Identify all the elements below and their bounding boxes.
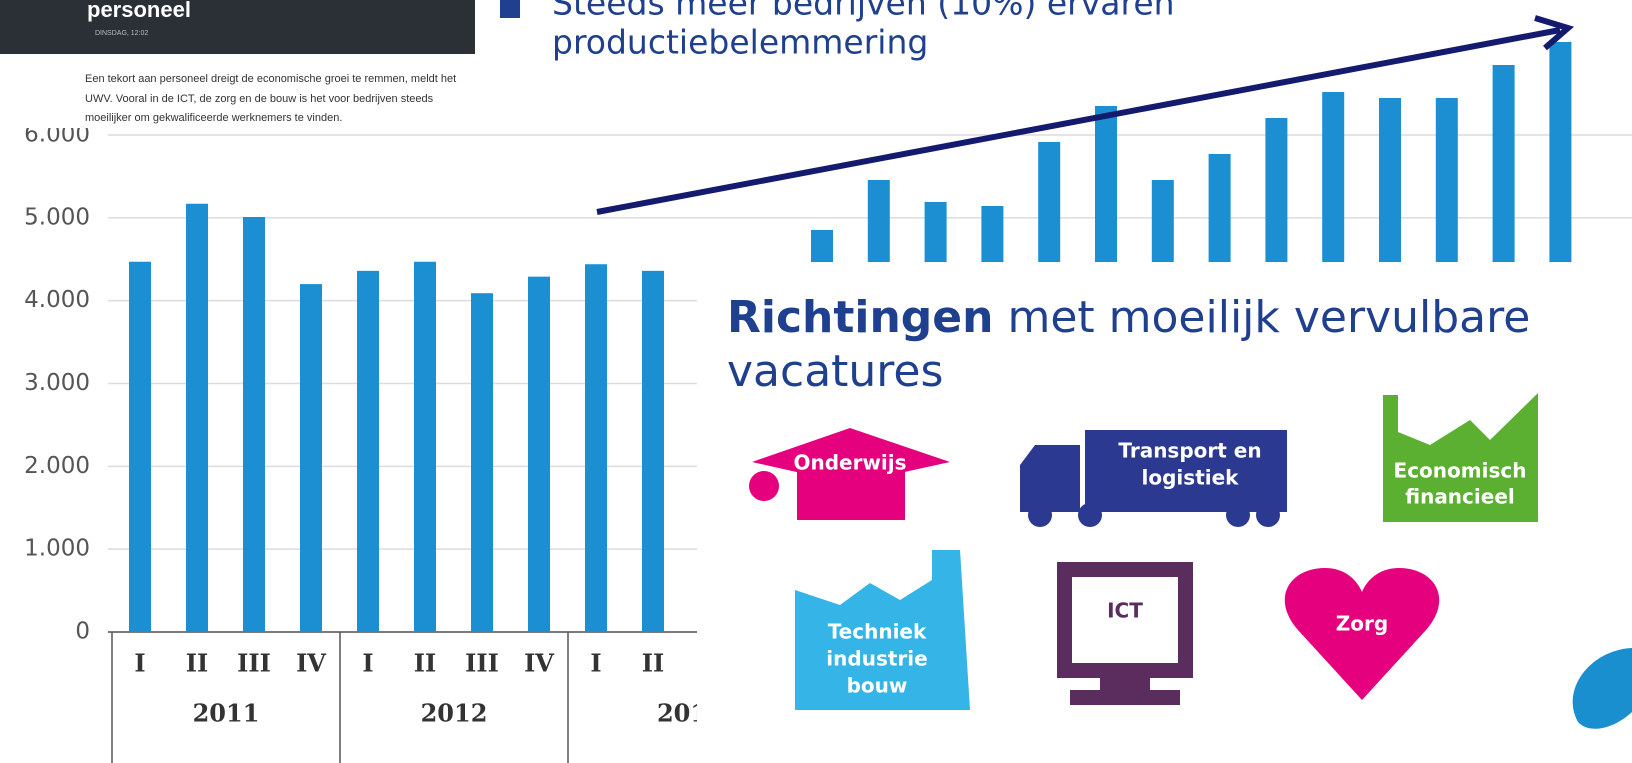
y-tick-label: 5.000 xyxy=(24,204,90,230)
article-text: Een tekort aan personeel dreigt de econo… xyxy=(85,73,456,85)
icon-label: Transport en xyxy=(1118,439,1261,463)
wheel xyxy=(1226,503,1250,527)
group-label: 2012 xyxy=(421,699,488,728)
bar xyxy=(868,180,890,262)
icon-label: Onderwijs xyxy=(793,451,906,475)
icon-label: Zorg xyxy=(1336,612,1388,636)
bar xyxy=(1265,118,1287,262)
x-tick-label: II xyxy=(186,649,208,678)
bar xyxy=(1322,92,1344,262)
bar xyxy=(1493,65,1515,262)
cap-base xyxy=(797,468,905,520)
collage: 01.0002.0003.0004.0005.0006.000IIIIIIIVI… xyxy=(0,0,1632,763)
x-tick-label: I xyxy=(134,649,145,678)
article-text: UWV. Vooral in de ICT, de zorg en de bou… xyxy=(85,93,434,105)
icon-label: industrie xyxy=(826,647,927,671)
icon-label: logistiek xyxy=(1142,466,1240,490)
x-tick-label: II xyxy=(642,649,664,678)
title-bold: Richtingen xyxy=(727,292,993,343)
infographic-title: Richtingen met moeilijk vervulbare xyxy=(727,292,1530,343)
slide-bullet: productiebelemmering xyxy=(552,23,928,62)
bar xyxy=(585,264,607,632)
article-photo xyxy=(0,0,475,54)
bar xyxy=(129,262,151,632)
bar xyxy=(981,206,1003,262)
y-tick-label: 4.000 xyxy=(24,287,90,313)
wheel xyxy=(1078,503,1102,527)
bar xyxy=(186,204,208,632)
wheel xyxy=(1256,503,1280,527)
bar xyxy=(471,293,493,632)
x-tick-label: I xyxy=(590,649,601,678)
tassel xyxy=(749,471,779,501)
x-tick-label: IV xyxy=(296,649,326,678)
slide-bullet: Steeds meer bedrijven (10%) ervaren xyxy=(552,0,1175,23)
article-dateline: DINSDAG, 12:02 xyxy=(95,30,148,37)
x-tick-label: III xyxy=(465,649,499,678)
icon-label: Techniek xyxy=(828,620,927,644)
stand xyxy=(1100,678,1150,690)
infographic-title: vacatures xyxy=(727,346,943,397)
bar xyxy=(243,217,265,632)
bar xyxy=(642,271,664,632)
x-tick-label: II xyxy=(414,649,436,678)
bar xyxy=(1209,154,1231,262)
icon-label: Economisch xyxy=(1394,459,1527,483)
x-tick-label: I xyxy=(362,649,373,678)
bar xyxy=(414,262,436,632)
wheel xyxy=(1028,503,1052,527)
title-rest: met moeilijk vervulbare xyxy=(1007,292,1530,343)
y-tick-label: 1.000 xyxy=(24,536,90,562)
base xyxy=(1070,690,1180,705)
bullet xyxy=(500,0,520,18)
article-text: moeilijker om gekwalificeerde werknemers… xyxy=(85,112,342,124)
bar xyxy=(1549,42,1571,262)
bar xyxy=(1095,106,1117,262)
article-headline: personeel xyxy=(87,0,191,22)
truck-cab xyxy=(1020,445,1080,512)
icon-label: financieel xyxy=(1405,485,1515,509)
bar xyxy=(1436,98,1458,262)
y-tick-label: 3.000 xyxy=(24,370,90,396)
bar xyxy=(300,284,322,632)
bar xyxy=(811,230,833,262)
x-tick-label: IV xyxy=(524,649,554,678)
x-tick-label: III xyxy=(237,649,271,678)
bar xyxy=(528,277,550,632)
bar xyxy=(1379,98,1401,262)
bar xyxy=(1038,142,1060,262)
bar xyxy=(925,202,947,262)
bar xyxy=(1152,180,1174,262)
icon-label: ICT xyxy=(1107,599,1143,623)
y-tick-label: 2.000 xyxy=(24,453,90,479)
bar xyxy=(357,271,379,632)
group-label: 2011 xyxy=(193,699,260,728)
y-tick-label: 0 xyxy=(75,619,90,645)
icon-label: bouw xyxy=(847,674,908,698)
